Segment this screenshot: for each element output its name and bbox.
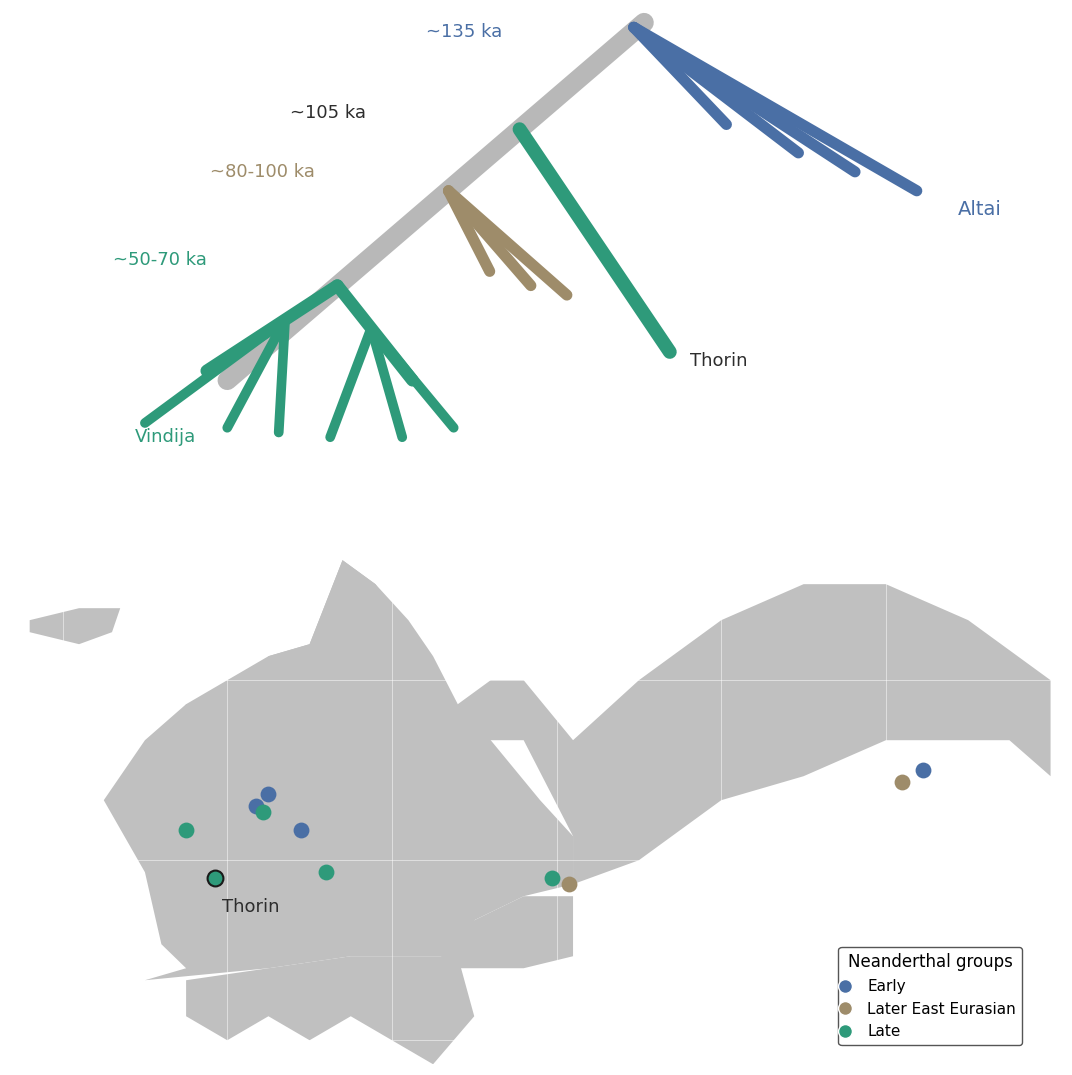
Point bbox=[206, 870, 223, 887]
Legend: Early, Later East Eurasian, Late: Early, Later East Eurasian, Late bbox=[838, 947, 1023, 1045]
Point bbox=[544, 870, 561, 887]
Text: ~80-100 ka: ~80-100 ka bbox=[210, 162, 315, 181]
Point bbox=[254, 804, 271, 821]
Point bbox=[914, 761, 932, 778]
Text: Altai: Altai bbox=[958, 200, 1002, 219]
Polygon shape bbox=[187, 957, 474, 1064]
Point bbox=[178, 821, 195, 839]
Text: ~105 ka: ~105 ka bbox=[291, 103, 367, 121]
Text: Thorin: Thorin bbox=[690, 353, 748, 371]
Polygon shape bbox=[104, 560, 574, 980]
Polygon shape bbox=[458, 584, 1051, 885]
Point bbox=[259, 786, 277, 803]
Point bbox=[561, 876, 578, 893]
Point bbox=[317, 863, 334, 880]
Text: ~135 ka: ~135 ka bbox=[426, 23, 502, 41]
Polygon shape bbox=[169, 704, 243, 800]
Polygon shape bbox=[30, 608, 120, 644]
Point bbox=[248, 798, 265, 815]
Text: Thorin: Thorin bbox=[222, 898, 279, 916]
Text: ~50-70 ka: ~50-70 ka bbox=[113, 250, 207, 269]
Polygon shape bbox=[268, 560, 408, 704]
Point bbox=[894, 774, 911, 791]
Text: Vindija: Vindija bbox=[135, 428, 196, 446]
Polygon shape bbox=[442, 897, 574, 969]
Point bbox=[293, 821, 310, 839]
